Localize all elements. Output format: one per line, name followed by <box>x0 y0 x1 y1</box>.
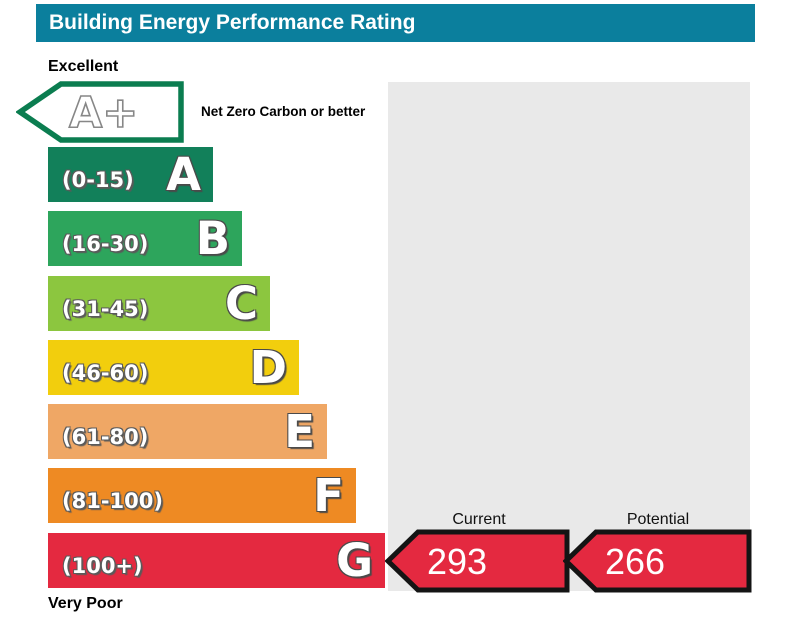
band-g-range: (100+) <box>62 553 143 578</box>
band-b-range: (16-30) <box>62 231 149 256</box>
current-rating-arrow: 293 <box>385 529 570 593</box>
potential-arrow-shape <box>563 529 752 593</box>
band-g: (100+) G <box>48 533 385 588</box>
scale-bottom-label: Very Poor <box>48 595 123 612</box>
aplus-description: Net Zero Carbon or better <box>201 104 366 119</box>
band-a-letter: A <box>166 148 201 201</box>
band-d-letter: D <box>249 341 287 394</box>
band-a-range: (0-15) <box>62 167 134 192</box>
band-e-range: (61-80) <box>62 424 149 449</box>
band-c: (31-45) C <box>48 276 270 331</box>
band-b: (16-30) B <box>48 211 242 266</box>
current-rating-label: Current <box>452 511 506 528</box>
aplus-arrow-shape <box>16 81 184 143</box>
band-f-range: (81-100) <box>62 488 163 513</box>
band-e: (61-80) E <box>48 404 327 459</box>
band-c-letter: C <box>224 277 258 330</box>
page-title: Building Energy Performance Rating <box>36 4 755 42</box>
aplus-band-arrow: A+ <box>16 81 184 143</box>
scale-top-label: Excellent <box>48 58 119 75</box>
potential-rating-value: 266 <box>605 541 665 582</box>
band-a: (0-15) A <box>48 147 213 202</box>
aplus-letter: A+ <box>69 88 138 138</box>
band-f: (81-100) F <box>48 468 356 523</box>
potential-rating-label: Potential <box>626 511 690 528</box>
band-b-letter: B <box>195 212 230 265</box>
band-d: (46-60) D <box>48 340 299 395</box>
band-c-range: (31-45) <box>62 296 149 321</box>
ratings-panel-background <box>388 82 750 591</box>
current-rating-value: 293 <box>427 541 487 582</box>
band-e-letter: E <box>284 405 315 458</box>
band-d-range: (46-60) <box>62 360 149 385</box>
potential-rating-arrow: 266 <box>563 529 752 593</box>
band-g-letter: G <box>336 534 373 587</box>
band-f-letter: F <box>313 469 344 522</box>
